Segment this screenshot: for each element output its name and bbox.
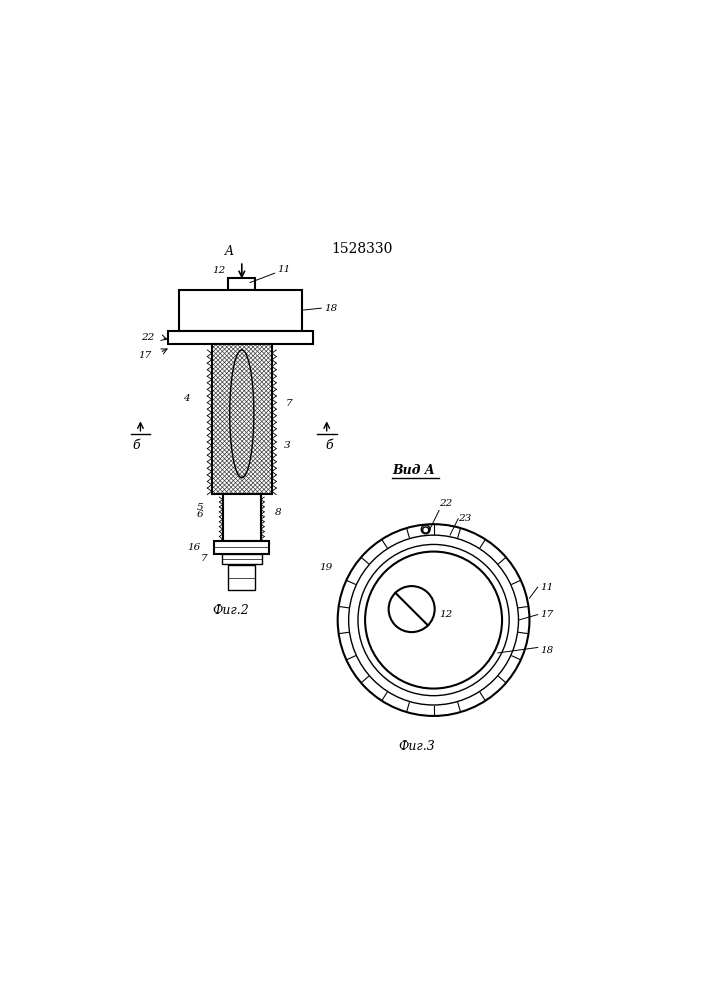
- Text: 11: 11: [277, 265, 291, 274]
- Text: 17: 17: [540, 610, 554, 619]
- Text: 16: 16: [187, 543, 201, 552]
- Text: Фиг.2: Фиг.2: [213, 604, 249, 617]
- Text: Фиг.3: Фиг.3: [399, 740, 436, 753]
- Text: 22: 22: [141, 333, 154, 342]
- Bar: [228, 565, 255, 590]
- Circle shape: [389, 586, 435, 632]
- Text: 1528330: 1528330: [332, 242, 393, 256]
- Text: 3: 3: [284, 441, 291, 450]
- Text: 8: 8: [275, 508, 281, 517]
- Bar: [238, 344, 245, 478]
- Text: 7: 7: [201, 554, 208, 563]
- Bar: [211, 344, 272, 494]
- Text: Вид A: Вид A: [392, 464, 435, 477]
- Text: 5: 5: [197, 503, 204, 512]
- Text: 12: 12: [212, 266, 226, 275]
- Bar: [179, 290, 302, 331]
- Circle shape: [365, 552, 502, 689]
- Bar: [168, 331, 313, 344]
- Text: 7: 7: [286, 399, 292, 408]
- Text: 18: 18: [324, 304, 337, 313]
- Circle shape: [421, 525, 430, 534]
- Bar: [223, 494, 261, 541]
- Bar: [214, 541, 269, 554]
- Bar: [221, 554, 262, 564]
- Text: б: б: [326, 439, 333, 452]
- Circle shape: [338, 524, 530, 716]
- Text: 22: 22: [439, 499, 452, 508]
- Text: 19: 19: [319, 563, 332, 572]
- Circle shape: [358, 544, 509, 696]
- Text: 17: 17: [138, 351, 151, 360]
- Circle shape: [423, 527, 428, 533]
- Bar: [228, 278, 255, 290]
- Bar: [211, 344, 272, 494]
- Bar: [227, 344, 257, 494]
- Text: A: A: [226, 245, 234, 258]
- Text: 4: 4: [183, 394, 189, 403]
- Text: 12: 12: [439, 610, 452, 619]
- Text: б: б: [132, 439, 140, 452]
- Text: 23: 23: [458, 514, 472, 523]
- Circle shape: [349, 535, 518, 705]
- Text: 6: 6: [197, 510, 204, 519]
- Text: 18: 18: [540, 646, 554, 655]
- Text: 11: 11: [540, 583, 554, 592]
